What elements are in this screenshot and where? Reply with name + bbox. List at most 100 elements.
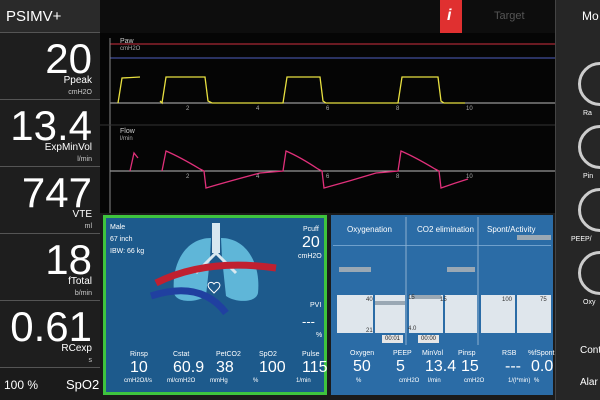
gauge-label: Ra (583, 110, 592, 117)
x-tick-label: 6 (326, 106, 330, 112)
setting-value[interactable]: 13.4 (425, 358, 457, 375)
vein (149, 287, 229, 316)
param-unit: s (88, 357, 93, 364)
vital-value: 38 (216, 359, 234, 376)
right-lung (221, 238, 259, 301)
setting-value[interactable]: 15 (461, 358, 479, 375)
param-box[interactable] (0, 301, 100, 368)
pcuff-unit: cmH2O (298, 253, 322, 260)
setting-label: Oxygen (350, 350, 375, 357)
param-value: 18 (45, 236, 92, 283)
param-label: fTotal (68, 276, 92, 287)
flow-unit: l/min (120, 136, 133, 142)
param-label: Ppeak (63, 75, 92, 86)
setting-value[interactable]: 0.0 (531, 358, 554, 375)
target-button[interactable]: Target (494, 10, 525, 22)
x-tick-label: 4 (256, 174, 260, 180)
scale-label: 100 (502, 297, 513, 303)
mode-title[interactable]: PSIMV+ (6, 8, 62, 25)
param-value: 747 (21, 169, 92, 216)
vital-value: 115 (302, 359, 328, 376)
vital-unit: ml/cmH2O (167, 378, 196, 384)
patient-sex: Male (110, 224, 126, 231)
param-value: 13.4 (10, 102, 92, 149)
setting-label: %fSpont (528, 350, 555, 357)
param-box[interactable] (0, 33, 100, 100)
scale-label: 40 (366, 297, 373, 303)
param-unit: b/min (74, 290, 92, 297)
vital-label: PetCO2 (216, 351, 241, 358)
x-tick-label: 2 (186, 174, 190, 180)
trachea (212, 223, 220, 253)
info-button[interactable] (440, 0, 462, 33)
param-unit: cmH2O (68, 89, 92, 96)
vital-unit: cmH2O/l/s (124, 378, 153, 384)
param-box[interactable] (0, 100, 100, 167)
mode-header[interactable] (0, 0, 100, 33)
param-value: 0.61 (10, 303, 92, 350)
spo2-value: 100 % (4, 378, 39, 392)
waveform-bg (100, 33, 555, 213)
param-box[interactable] (0, 167, 100, 234)
vital-label: Pulse (302, 351, 320, 358)
x-tick-label: 4 (256, 106, 260, 112)
pvi-label: PVI (310, 302, 322, 309)
scale-label: 15 (440, 297, 447, 303)
x-tick-label: 10 (466, 174, 473, 180)
lung-graphic (149, 223, 277, 316)
setting-value[interactable]: 5 (396, 358, 405, 375)
pvi-value: --- (302, 314, 315, 329)
paw-wave (117, 76, 465, 105)
flow-wave (129, 150, 469, 189)
pcuff-value: 20 (302, 234, 320, 251)
x-tick-label: 6 (326, 174, 330, 180)
setting-unit: % (534, 378, 540, 384)
vital-value: 100 (259, 359, 286, 376)
gauge-label: Pin (583, 173, 594, 180)
paw-unit: cmH2O (120, 46, 141, 52)
patient-ibw: IBW: 66 kg (110, 248, 145, 255)
modes-button[interactable]: Mo (582, 9, 599, 23)
setting-value[interactable]: --- (505, 358, 521, 375)
timer: 00:00 (418, 335, 440, 343)
side-button[interactable]: Cont (580, 345, 600, 356)
setting-value[interactable]: 50 (353, 358, 371, 375)
info-icon[interactable]: i (447, 7, 452, 24)
param-value: 20 (45, 35, 92, 82)
patient-height: 67 inch (110, 236, 133, 243)
vital-value: 10 (130, 359, 148, 376)
vital-unit: 1/min (296, 378, 311, 384)
param-label: VTE (72, 209, 92, 220)
divider (333, 245, 551, 246)
scale-label: 15 (408, 295, 415, 301)
x-tick-label: 10 (466, 106, 473, 112)
param-label: ExpMinVol (44, 142, 92, 153)
waveforms (100, 33, 555, 213)
side-button[interactable]: Alar (580, 377, 598, 388)
setting-label: PEEP (393, 350, 412, 357)
setting-unit: cmH2O (399, 378, 420, 384)
vital-label: SpO2 (259, 351, 277, 358)
setting-unit: % (356, 378, 362, 384)
setting-unit: cmH2O (464, 378, 485, 384)
pvi-unit: % (316, 332, 323, 339)
vital-unit: mmHg (210, 378, 228, 384)
paw-label: Paw (120, 38, 134, 45)
timer: 00:01 (382, 335, 404, 343)
gauge-label: PEEP/ (571, 236, 592, 243)
param-label: RCexp (61, 343, 92, 354)
scale-label: 21 (366, 328, 373, 334)
bar-markers (339, 235, 551, 305)
vital-value: 60.9 (173, 359, 205, 376)
setting-label: Pinsp (458, 350, 476, 357)
pcuff-label: Pcuff (303, 226, 319, 233)
param-unit: ml (84, 223, 92, 230)
scale-label: 75 (540, 297, 547, 303)
gauge-label: Oxy (583, 299, 596, 306)
status-bars (333, 217, 551, 345)
panel-title: Oxygenation (347, 225, 392, 234)
setting-unit: 1/(l*min) (508, 378, 531, 384)
param-box[interactable] (0, 234, 100, 301)
vital-label: Rinsp (130, 351, 148, 358)
